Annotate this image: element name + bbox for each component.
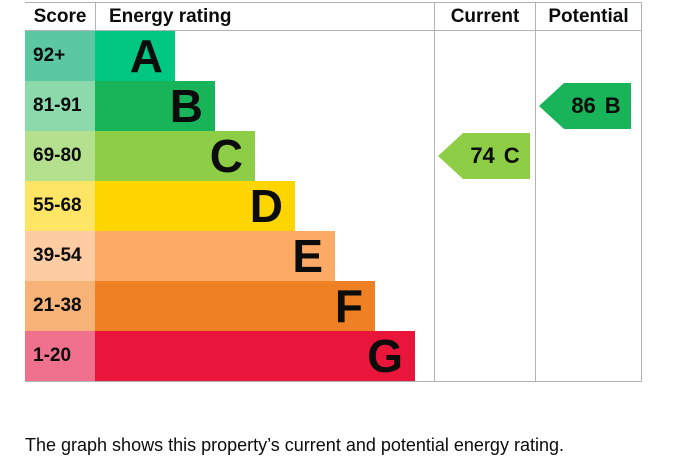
potential-value: 86: [571, 93, 596, 118]
rating-bar-a: A: [95, 31, 175, 81]
score-range-b: 81-91: [25, 81, 95, 131]
score-range-a: 92+: [25, 31, 95, 81]
band-letter-c: C: [209, 130, 243, 182]
current-arrow: 74 C: [438, 133, 530, 179]
column-divider-right-edge: [641, 31, 642, 381]
band-row-a: 92+ A: [25, 31, 642, 81]
score-range-d: 55-68: [25, 181, 95, 231]
band-row-b: 81-91 B: [25, 81, 642, 131]
rating-bar-e: E: [95, 231, 335, 281]
rating-bar-f: F: [95, 281, 375, 331]
rating-bar-g: G: [95, 331, 415, 381]
header-current: Current: [434, 3, 535, 30]
rating-bar-b: B: [95, 81, 215, 131]
chart-body: 92+ A 81-91 B 69-80 C 55-68 D 39-54 E 21…: [25, 31, 642, 382]
band-letter-f: F: [334, 280, 363, 332]
column-divider-potential-left: [535, 31, 536, 381]
score-range-g: 1-20: [25, 331, 95, 381]
rating-bar-c: C: [95, 131, 255, 181]
current-band: C: [503, 143, 520, 168]
header-score: Score: [33, 6, 87, 27]
band-row-f: 21-38 F: [25, 281, 642, 331]
band-letter-g: G: [367, 330, 403, 382]
epc-rating-chart: Score Energy rating Current Potential 92…: [25, 2, 642, 382]
score-range-e: 39-54: [25, 231, 95, 281]
potential-band: B: [604, 93, 621, 118]
header-energy-rating: Energy rating: [95, 3, 434, 30]
current-value: 74: [470, 143, 495, 168]
band-letter-d: D: [249, 180, 283, 232]
score-range-f: 21-38: [25, 281, 95, 331]
band-row-e: 39-54 E: [25, 231, 642, 281]
band-letter-a: A: [129, 30, 163, 82]
chart-header-row: Score Energy rating Current Potential: [25, 2, 642, 31]
band-letter-e: E: [292, 230, 323, 282]
potential-arrow: 86 B: [539, 83, 631, 129]
score-range-c: 69-80: [25, 131, 95, 181]
header-potential: Potential: [535, 3, 642, 30]
band-row-c: 69-80 C: [25, 131, 642, 181]
band-row-d: 55-68 D: [25, 181, 642, 231]
band-letter-b: B: [169, 80, 203, 132]
band-row-g: 1-20 G: [25, 331, 642, 381]
column-divider-current-left: [434, 31, 435, 381]
chart-caption: The graph shows this property’s current …: [25, 435, 564, 455]
rating-bar-d: D: [95, 181, 295, 231]
